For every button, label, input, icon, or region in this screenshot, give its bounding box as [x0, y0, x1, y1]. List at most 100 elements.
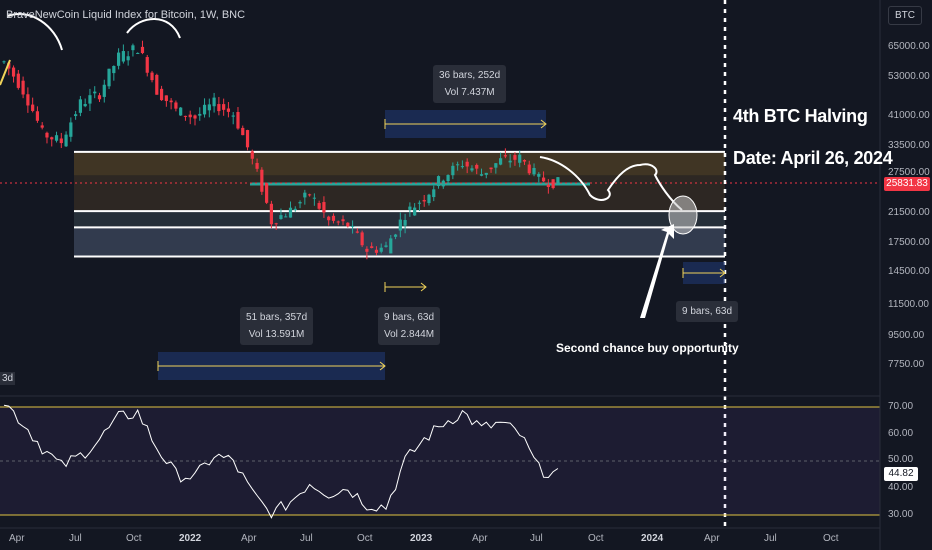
time-tick: Apr: [704, 533, 720, 544]
candle-body: [408, 206, 412, 210]
price-tick: 65000.00: [888, 41, 930, 52]
candle-body: [50, 137, 54, 140]
candle-body: [265, 183, 269, 203]
candle-body: [212, 97, 216, 107]
candle-body: [54, 135, 59, 141]
candle-body: [226, 108, 231, 112]
time-tick: 2024: [641, 533, 664, 544]
candle-body: [398, 219, 402, 231]
candle-body: [159, 88, 164, 101]
candle-body: [269, 203, 273, 225]
measure-info-3: 9 bars, 63d Vol 2.844M: [378, 307, 441, 345]
candle-body: [83, 104, 87, 107]
candle-body: [88, 95, 92, 104]
candle-body: [107, 68, 111, 87]
candle-body: [489, 167, 493, 170]
candle-body: [126, 56, 130, 61]
candle-body: [131, 45, 135, 51]
price-zone: [74, 151, 725, 176]
buy-opportunity-annotation: Second chance buy opportunity: [556, 341, 739, 355]
rsi-tick: 30.00: [888, 509, 914, 520]
candle-body: [422, 200, 426, 202]
candle-body: [551, 179, 555, 189]
candle-body: [541, 177, 546, 182]
candle-body: [527, 164, 531, 174]
rsi-pane: [0, 404, 880, 519]
time-tick: Oct: [823, 533, 839, 544]
candle-body: [222, 104, 226, 110]
candle-body: [241, 127, 245, 136]
candle-body: [413, 207, 417, 216]
measure-info-3-bars: 9 bars, 63d: [384, 312, 435, 323]
candle-body: [336, 221, 340, 223]
candle-body: [479, 174, 484, 176]
candle-body: [102, 84, 106, 97]
candle-body: [518, 154, 522, 163]
candle-body: [279, 215, 283, 219]
candle-body: [298, 202, 302, 204]
candle-body: [202, 104, 207, 115]
measure-info-1: 36 bars, 252d Vol 7.437M: [433, 65, 507, 103]
price-tick: 41000.00: [888, 110, 930, 121]
candle-body: [255, 162, 259, 169]
candle-body: [112, 66, 116, 74]
candle-body: [484, 172, 488, 175]
edge-measure-label: 3d: [0, 372, 16, 385]
yellow-stroke: [0, 59, 11, 86]
candle-body: [45, 132, 49, 138]
candle-body: [179, 107, 183, 116]
candle-body: [26, 94, 30, 106]
candle-body: [327, 216, 331, 221]
price-zone: [74, 175, 725, 212]
candle-body: [78, 99, 82, 113]
candle-body: [460, 166, 464, 168]
candle-body: [245, 130, 250, 148]
candle-body: [508, 160, 512, 163]
candle-body: [2, 61, 6, 63]
current-rsi-badge: 44.82: [884, 467, 918, 481]
rsi-tick: 40.00: [888, 482, 914, 493]
candle-body: [374, 249, 379, 253]
candle-body: [465, 161, 469, 167]
candle-body: [312, 197, 316, 199]
measure-info-4-bars: 9 bars, 63d: [682, 306, 733, 317]
rsi-tick: 50.00: [888, 454, 914, 465]
candle-body: [169, 100, 173, 103]
price-tick: 27500.00: [888, 167, 930, 178]
price-zones: [0, 150, 880, 258]
currency-button[interactable]: BTC: [888, 6, 922, 25]
candle-body: [21, 80, 25, 95]
price-tick: 21500.00: [888, 207, 930, 218]
chart-title: BraveNewCoin Liquid Index for Bitcoin, 1…: [6, 9, 246, 21]
candle-body: [207, 104, 211, 111]
candle-body: [389, 238, 393, 254]
buy-zone-circle: [668, 195, 698, 235]
candle-body: [260, 169, 264, 192]
candle-body: [475, 164, 479, 169]
candle-body: [150, 72, 154, 81]
candle-body: [274, 223, 278, 225]
candle-body: [217, 104, 221, 112]
candle-body: [446, 175, 450, 182]
candle-body: [456, 164, 460, 166]
candle-body: [322, 202, 326, 213]
candle-body: [11, 67, 16, 77]
measure-info-1-vol: Vol 7.437M: [444, 87, 495, 98]
price-tick: 33500.00: [888, 140, 930, 151]
candle-body: [284, 216, 288, 218]
measure-range-2-arrow: [379, 361, 386, 371]
candle-body: [470, 168, 474, 171]
candle-body: [183, 115, 188, 117]
time-tick: 2022: [179, 533, 202, 544]
price-zone: [74, 227, 725, 257]
time-tick: Oct: [588, 533, 604, 544]
price-tick: 14500.00: [888, 266, 930, 277]
rsi-line: [3, 404, 559, 519]
candle-body: [188, 114, 192, 118]
candle-body: [69, 122, 73, 137]
measure-info-1-bars: 36 bars, 252d: [439, 70, 501, 81]
candle-body: [350, 225, 355, 227]
price-tick: 17500.00: [888, 237, 930, 248]
candle-body: [198, 113, 202, 116]
candle-body: [293, 208, 297, 210]
